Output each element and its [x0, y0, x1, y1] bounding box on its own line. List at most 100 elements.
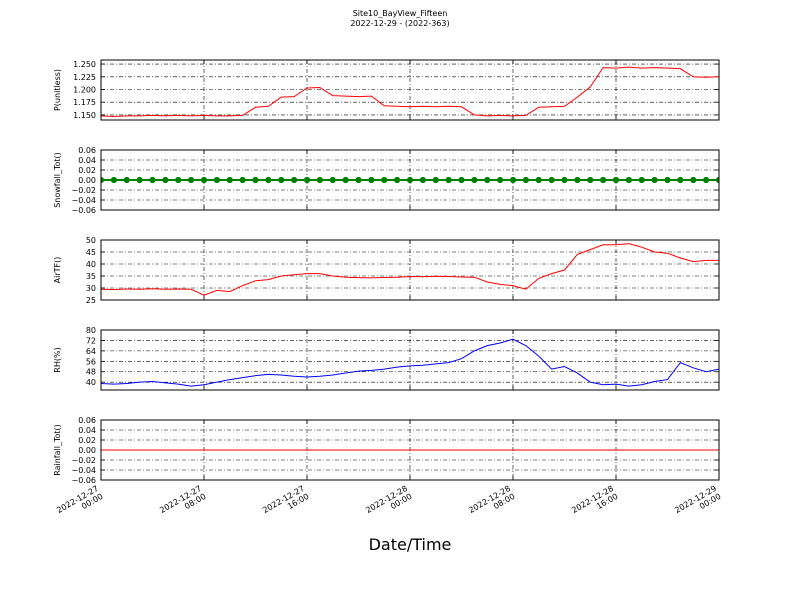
data-point: [252, 176, 259, 184]
data-line: [101, 338, 719, 387]
y-tick-label: 48: [86, 368, 96, 377]
y-tick-label: 25: [86, 296, 96, 305]
y-axis-label: Snowfall_Tot(): [53, 152, 62, 208]
y-tick-label: 1.150: [73, 111, 96, 120]
data-point: [432, 176, 439, 184]
data-point: [316, 176, 323, 184]
data-point: [574, 176, 581, 184]
data-point: [355, 176, 362, 184]
y-tick-label: 50: [86, 236, 96, 245]
y-tick-label: 40: [86, 378, 96, 387]
data-point: [548, 176, 555, 184]
data-point: [329, 176, 336, 184]
x-axis-label: Date/Time: [369, 535, 452, 554]
data-point: [303, 176, 311, 184]
data-point: [471, 176, 478, 184]
y-axis-label: AirTF(): [53, 257, 62, 284]
data-point: [213, 176, 220, 184]
y-axis-label: P(unitless): [53, 69, 62, 111]
y-tick-label: 35: [86, 272, 96, 281]
data-point: [162, 176, 169, 184]
y-tick-label: −0.04: [71, 196, 96, 205]
axes-frame: [100, 419, 720, 481]
data-point: [497, 176, 504, 184]
data-point: [123, 176, 130, 184]
data-point: [381, 176, 388, 184]
data-point: [561, 176, 568, 184]
plot-area: [101, 66, 719, 117]
data-line: [101, 66, 719, 117]
data-point: [677, 176, 684, 184]
chart-subtitle: 2022-12-29 - (2022-363): [350, 19, 449, 28]
axes-frame: [100, 239, 720, 301]
data-point: [226, 176, 233, 184]
data-point: [265, 176, 272, 184]
y-tick-label: 64: [86, 347, 96, 356]
y-tick-label: 1.225: [73, 73, 96, 82]
data-point: [509, 176, 517, 184]
data-point: [612, 176, 620, 184]
y-tick-label: −0.06: [71, 206, 96, 215]
data-point: [625, 176, 632, 184]
y-tick-label: −0.04: [71, 466, 96, 475]
axes-frame: [100, 149, 720, 211]
data-point: [522, 176, 529, 184]
data-point: [651, 176, 658, 184]
data-point: [110, 176, 117, 184]
y-axis-label: RH(%): [53, 347, 62, 372]
y-tick-label: 80: [86, 326, 96, 335]
data-point: [484, 176, 491, 184]
y-tick-label: 0.06: [78, 146, 96, 155]
y-tick-label: 1.200: [73, 85, 96, 94]
data-point: [188, 176, 195, 184]
data-point: [419, 176, 426, 184]
data-point: [664, 176, 671, 184]
data-point: [535, 176, 542, 184]
y-tick-label: 40: [86, 260, 96, 269]
data-point: [690, 176, 697, 184]
data-point: [291, 176, 298, 184]
y-tick-label: 0.00: [78, 176, 96, 185]
data-line: [101, 243, 719, 296]
y-tick-label: 0.04: [78, 156, 96, 165]
y-tick-label: 0.00: [78, 446, 96, 455]
data-point: [175, 176, 182, 184]
y-tick-label: 56: [86, 357, 96, 366]
chart-title: Site10_BayView_Fifteen: [353, 9, 448, 18]
y-axis-label: Rainfall_Tot(): [53, 424, 62, 476]
data-point: [136, 176, 143, 184]
data-point: [600, 176, 607, 184]
data-point: [394, 176, 401, 184]
axes-frame: [100, 59, 720, 121]
data-point: [458, 176, 465, 184]
y-tick-label: 1.175: [73, 98, 96, 107]
data-point: [406, 176, 414, 184]
data-point: [239, 176, 246, 184]
data-point: [587, 176, 594, 184]
data-point: [149, 176, 156, 184]
data-point: [278, 176, 285, 184]
data-point: [368, 176, 375, 184]
y-tick-label: 45: [86, 248, 96, 257]
y-tick-label: 1.250: [73, 60, 96, 69]
axes-frame: [100, 329, 720, 391]
y-tick-label: 0.02: [78, 166, 96, 175]
y-tick-label: 0.02: [78, 436, 96, 445]
data-point: [703, 176, 710, 184]
data-point: [715, 176, 719, 184]
data-point: [638, 176, 645, 184]
data-point: [342, 176, 349, 184]
y-tick-label: 0.04: [78, 426, 96, 435]
y-tick-label: 72: [86, 336, 96, 345]
data-point: [445, 176, 452, 184]
y-tick-label: 30: [86, 284, 96, 293]
plot-area: [101, 176, 719, 184]
plot-area: [101, 243, 719, 296]
y-tick-label: 0.06: [78, 416, 96, 425]
data-point: [200, 176, 208, 184]
y-tick-label: −0.02: [71, 456, 96, 465]
plot-area: [101, 338, 719, 387]
y-tick-label: −0.02: [71, 186, 96, 195]
y-tick-label: −0.06: [71, 476, 96, 485]
